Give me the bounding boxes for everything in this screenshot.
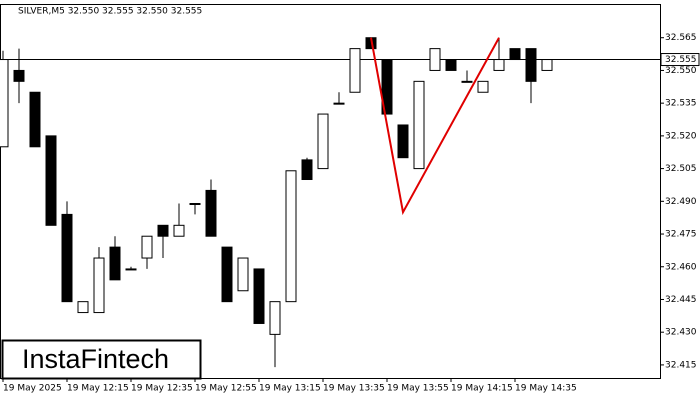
candle-body [333,102,345,105]
candle-body [461,80,473,83]
price-label-box [660,53,700,67]
y-tick-label: 32.445 [665,295,697,305]
candle-body [237,257,249,292]
pattern-line [370,37,500,216]
candle-body [141,235,153,259]
x-tick-label: 19 May 2025 [3,384,62,394]
y-tick-label: 32.460 [665,262,697,272]
plot-frame [0,4,661,379]
candle-body [77,301,89,314]
candle-body [189,202,201,205]
candle-body [269,301,281,335]
candle-body [93,257,105,314]
candle-body [285,170,297,303]
y-tick-label: 32.550 [665,66,697,76]
y-tick-label: 32.535 [665,99,697,109]
y-tick-label: 32.415 [665,360,697,370]
y-tick-label: 32.430 [665,328,697,338]
candle-body [173,224,185,237]
candle-body [125,268,137,271]
candle-body [109,246,121,281]
logo: InstaFintech [22,344,169,374]
candle-body [61,213,73,303]
candle-body [301,159,313,181]
candle-body [397,124,409,159]
candle-body [509,48,521,61]
x-tick-label: 19 May 13:55 [387,384,449,394]
candle-body [429,48,441,71]
candle-body [29,91,41,148]
candle-body [541,59,553,71]
candle-body [13,69,25,82]
candle-body [157,224,169,237]
y-tick-label: 32.565 [665,33,697,43]
chart-title: SILVER,M5 32.550 32.555 32.550 32.555 [18,7,202,17]
y-tick-label: 32.505 [665,164,697,174]
x-tick-label: 19 May 14:15 [451,384,513,394]
candle-body [349,48,361,93]
price-label: 32.555 [665,55,697,65]
y-tick-label: 32.475 [665,230,697,240]
candle-body [477,80,489,93]
y-tick-label: 32.520 [665,131,697,141]
x-tick-label: 19 May 13:35 [323,384,385,394]
candle-body [445,59,457,71]
x-tick-label: 19 May 12:55 [195,384,257,394]
candle-body [413,80,425,170]
candle-body [205,189,217,237]
candle-body [253,268,265,324]
candle-body [525,48,537,82]
candle-body [0,59,9,148]
x-tick-label: 19 May 12:35 [131,384,193,394]
candle-body [221,246,233,303]
candle-body [381,59,393,115]
y-tick-label: 32.490 [665,197,697,207]
candle-body [317,113,329,170]
logo-box [1,339,202,380]
x-tick-label: 19 May 12:15 [67,384,129,394]
candle-body [493,59,505,71]
x-tick-label: 19 May 13:15 [259,384,321,394]
x-tick-label: 19 May 14:35 [515,384,577,394]
candle-body [45,135,57,226]
